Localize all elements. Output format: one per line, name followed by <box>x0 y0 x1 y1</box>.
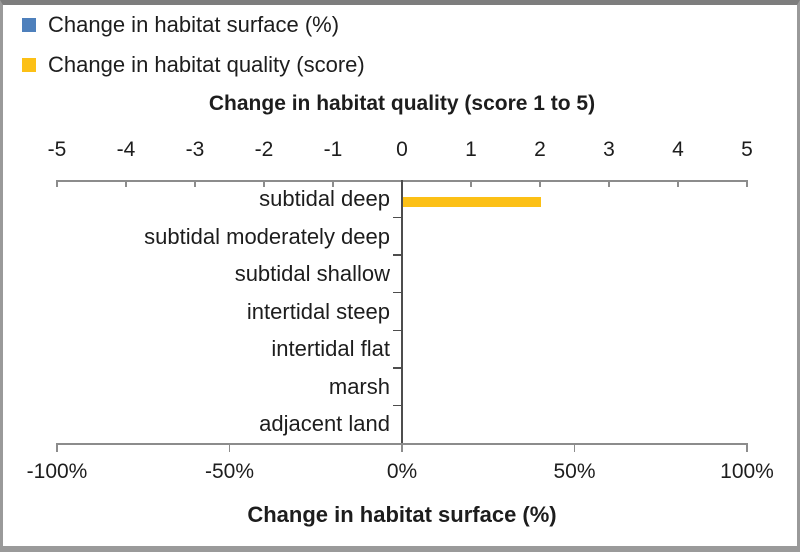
category-label: subtidal shallow <box>234 261 390 287</box>
bottom-axis-tick-mark <box>228 443 231 452</box>
legend-label-quality: Change in habitat quality (score) <box>48 52 365 77</box>
top-axis-tick-label: -1 <box>323 138 343 161</box>
bottom-axis-tick-label: -50% <box>204 460 255 483</box>
top-axis-tick-label: 3 <box>603 138 615 161</box>
top-axis-tick-label: -4 <box>116 138 136 161</box>
top-axis-tick-label: 4 <box>672 138 684 161</box>
bottom-axis-tick-mark <box>573 443 576 452</box>
category-tick-mark <box>393 404 402 407</box>
bottom-axis-tick-label: 100% <box>720 460 774 483</box>
top-axis-tick-label: 0 <box>396 138 408 161</box>
category-label: marsh <box>328 373 390 399</box>
top-axis-tick-mark <box>332 180 334 187</box>
top-axis-tick-label: 1 <box>465 138 477 161</box>
legend-swatch-surface-icon <box>22 18 36 32</box>
top-axis-tick-label: 5 <box>741 138 753 161</box>
bottom-axis-tick-mark <box>56 443 58 452</box>
top-axis-tick-mark <box>263 180 265 187</box>
top-axis-tick-mark <box>608 180 610 187</box>
top-axis-tick-mark <box>56 180 58 187</box>
category-tick-mark <box>393 329 402 332</box>
top-axis-tick-label: -2 <box>254 138 274 161</box>
top-axis-tick-mark <box>194 180 196 187</box>
top-axis-tick-mark <box>470 180 472 187</box>
top-axis-tick-label: -3 <box>185 138 205 161</box>
bottom-axis-tick-label: 0% <box>386 460 418 483</box>
bottom-axis-tick-mark <box>746 443 748 452</box>
bottom-axis-tick-label: 50% <box>553 460 596 483</box>
top-axis-tick-mark <box>539 180 541 187</box>
bottom-axis-tick-mark <box>401 443 403 452</box>
category-tick-mark <box>393 291 402 294</box>
legend-swatch-quality-icon <box>22 58 36 72</box>
bar-quality <box>403 196 541 207</box>
legend-label-surface: Change in habitat surface (%) <box>48 12 340 37</box>
top-axis-tick-label: 2 <box>534 138 546 161</box>
category-label: subtidal moderately deep <box>144 223 390 249</box>
category-label: subtidal deep <box>259 186 390 211</box>
category-label: intertidal flat <box>271 336 390 362</box>
legend-item-quality: Change in habitat quality (score) <box>22 48 365 82</box>
top-axis-tick-mark <box>677 180 679 187</box>
top-axis-title: Change in habitat quality (score 1 to 5) <box>208 92 596 115</box>
category-label: adjacent land <box>259 411 390 437</box>
zero-axis-line <box>401 180 403 443</box>
category-label: intertidal steep <box>246 298 390 324</box>
category-tick-mark <box>393 216 402 219</box>
top-axis-tick-mark <box>746 180 748 187</box>
top-axis-tick-mark <box>125 180 127 187</box>
category-tick-mark <box>393 254 402 256</box>
category-tick-mark <box>393 367 402 369</box>
bottom-axis-tick-label: -100% <box>26 460 88 483</box>
bottom-axis-title: Change in habitat surface (%) <box>247 502 557 527</box>
top-axis-tick-label: -5 <box>47 138 67 161</box>
legend: Change in habitat surface (%) Change in … <box>22 8 365 88</box>
legend-item-surface: Change in habitat surface (%) <box>22 8 365 42</box>
